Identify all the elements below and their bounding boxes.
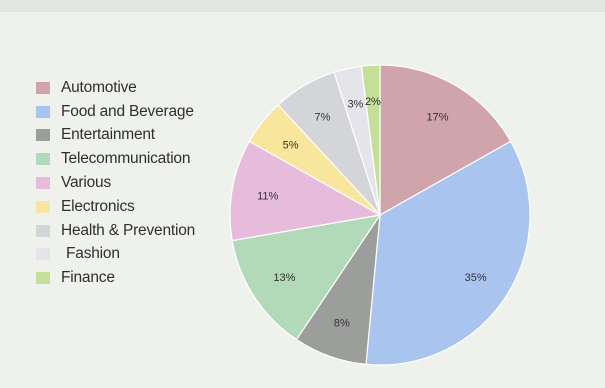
top-band — [0, 0, 605, 12]
legend-swatch-fashion — [36, 248, 50, 261]
pie-label-entertainment: 8% — [334, 317, 350, 329]
pie-slice-telecommunication — [231, 214, 382, 341]
legend-item-food-and-beverage: Food and Beverage — [36, 100, 236, 124]
legend-item-automotive: Automotive — [36, 76, 236, 100]
legend-item-finance: Finance — [36, 266, 236, 290]
pie-label-electronics: 5% — [283, 139, 299, 151]
legend-swatch-automotive — [36, 81, 50, 94]
legend-item-telecommunication: Telecommunication — [36, 147, 236, 171]
legend-label-health-and-prevention: Health & Prevention — [61, 221, 196, 239]
pie-slice-various — [229, 140, 382, 242]
pie-label-health-and-prevention: 7% — [315, 112, 331, 124]
legend-swatch-entertainment — [36, 129, 50, 142]
legend-label-finance: Finance — [61, 269, 115, 287]
legend-label-telecommunication: Telecommunication — [61, 150, 191, 168]
legend-label-electronics: Electronics — [61, 197, 135, 215]
legend-swatch-finance — [36, 272, 50, 285]
legend-item-fashion: Fashion — [36, 243, 236, 267]
legend-swatch-various — [36, 177, 50, 190]
pie-label-telecommunication: 13% — [273, 272, 295, 284]
pie-label-food-and-beverage: 35% — [465, 272, 487, 284]
pie-label-various: 11% — [257, 191, 278, 203]
pie-slice-automotive — [379, 64, 512, 217]
legend-item-various: Various — [36, 171, 236, 195]
legend-swatch-health-and-prevention — [36, 224, 50, 237]
legend-item-electronics: Electronics — [36, 195, 236, 219]
legend-label-entertainment: Entertainment — [61, 126, 155, 144]
legend-swatch-electronics — [36, 200, 50, 213]
legend-swatch-telecommunication — [36, 153, 50, 166]
legend-label-food-and-beverage: Food and Beverage — [61, 102, 194, 120]
pie-slice-finance — [360, 64, 381, 216]
legend-label-automotive: Automotive — [61, 78, 137, 96]
pie-slice-food-and-beverage — [365, 140, 531, 366]
legend-item-entertainment: Entertainment — [36, 124, 236, 148]
legend-item-health-and-prevention: Health & Prevention — [36, 219, 236, 243]
pie-label-automotive: 17% — [426, 112, 448, 124]
legend-label-various: Various — [61, 174, 112, 192]
pie-label-fashion: 3% — [347, 99, 363, 111]
legend-swatch-food-and-beverage — [36, 105, 50, 118]
legend-label-fashion: Fashion — [66, 245, 120, 263]
legend: Automotive Food and Beverage Entertainme… — [36, 76, 236, 290]
pie-label-finance: 2% — [365, 96, 381, 108]
